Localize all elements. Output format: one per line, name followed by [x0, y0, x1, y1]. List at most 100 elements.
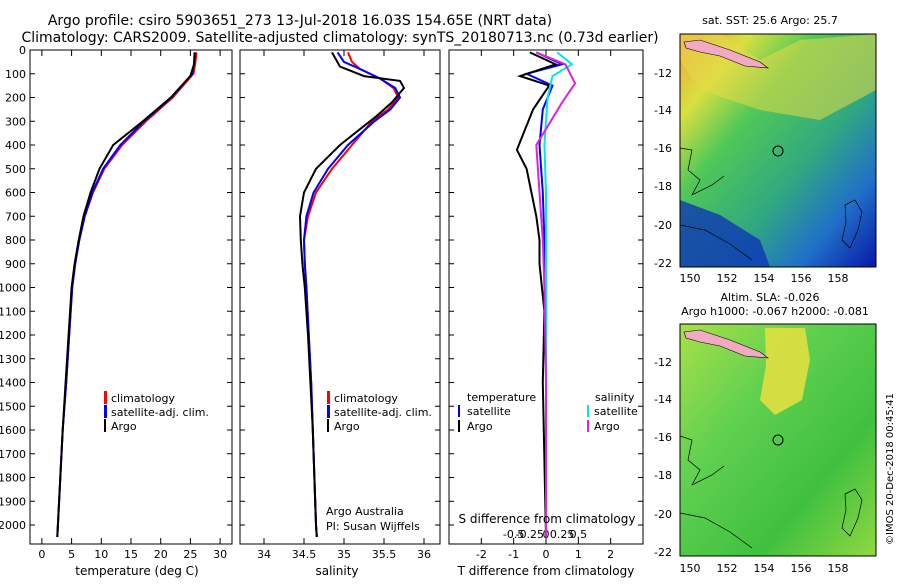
- imos-credit: ©IMOS 20-Dec-2018 00:45:41: [885, 393, 896, 545]
- diff-legend-t-satellite: satellite: [467, 405, 511, 418]
- sst-xtick: 152: [717, 272, 738, 285]
- title-line-1: Argo profile: csiro 5903651_273 13-Jul-2…: [48, 13, 552, 29]
- x-tick-label: 5: [68, 548, 75, 561]
- x-tick-label: 0: [38, 548, 45, 561]
- y-tick-label: 800: [5, 234, 26, 247]
- y-tick-label: 1300: [0, 353, 26, 366]
- sla-xtick: 154: [754, 562, 775, 575]
- diff-legend-swatch-t-argo: [458, 420, 460, 432]
- sst-xtick: 154: [754, 272, 775, 285]
- salinity-legend: climatology satellite-adj. clim. Argo: [327, 391, 432, 433]
- sst-cool-region: [680, 200, 770, 267]
- salinity-panel: 34 34.5 35 35.5 36 climatology satellite-adj…: [239, 49, 441, 578]
- y-tick-label: 1600: [0, 424, 26, 437]
- sla-map-xticks: 150 152 154 156 158: [680, 562, 849, 575]
- sst-map-frame: [679, 33, 877, 268]
- sla-xtick: 150: [680, 562, 701, 575]
- sal-legend-label-climatology: climatology: [334, 392, 398, 405]
- legend-swatch-satellite: [104, 405, 107, 418]
- sal-legend-label-argo: Argo: [334, 420, 360, 433]
- sla-land-png: [683, 329, 770, 359]
- sst-reef-contour: [679, 147, 753, 261]
- series-line-argo: [298, 51, 406, 537]
- legend-title-salinity: salinity: [595, 391, 635, 404]
- sla-high-region: [760, 328, 810, 415]
- sst-xtick: 156: [791, 272, 812, 285]
- diff-legend-swatch-s-argo: [587, 420, 589, 432]
- sst-xtick: 150: [680, 272, 701, 285]
- y-tick-label: 600: [5, 187, 26, 200]
- sal-legend-swatch-satellite: [327, 405, 330, 418]
- credit-pi: PI: Susan Wijffels: [326, 520, 420, 533]
- x-tick-label: 2: [607, 548, 614, 561]
- difference-panel: -2 -1 0 1 2-0.5-0.250 0.250.5 temperature sal…: [448, 49, 644, 578]
- y-tick-label: 1900: [0, 495, 26, 508]
- sst-reef-contour-east: [841, 199, 863, 249]
- y-tick-label: 900: [5, 258, 26, 271]
- x-tick-label: 10: [94, 548, 108, 561]
- sla-reef-contour: [679, 435, 753, 549]
- series-line-argo: [56, 52, 196, 537]
- series-line-climatology: [56, 52, 198, 537]
- sla-map-title-2: Argo h1000: -0.067 h2000: -0.081: [681, 305, 869, 318]
- sla-map-panel: Altim. SLA: -0.026 Argo h1000: -0.067 h2…: [654, 291, 877, 575]
- sla-argo-location-marker: [772, 434, 784, 446]
- y-tick-label: 1800: [0, 472, 26, 485]
- sla-map-title-1: Altim. SLA: -0.026: [720, 291, 819, 304]
- legend-label-satellite: satellite-adj. clim.: [111, 406, 209, 419]
- series-line-s-argo: [535, 51, 577, 537]
- y-tick-label: 1100: [0, 305, 26, 318]
- legend-label-argo: Argo: [111, 420, 137, 433]
- temperature-panel: 0 5 10 15 20 25 300100200300400500600700800900…: [0, 44, 233, 578]
- series-line-t-argo: [515, 51, 559, 537]
- sla-ytick: -22: [654, 546, 672, 559]
- sst-ytick: -12: [654, 67, 672, 80]
- title-line-2: Climatology: CARS2009. Satellite-adjuste…: [21, 30, 658, 46]
- s-tick-label: -0.25: [516, 528, 544, 541]
- series-line-satellite-adj-clim-: [56, 52, 197, 537]
- sst-map-yticks: -12 -14 -16 -18 -20 -22: [654, 67, 672, 270]
- sla-xtick: 152: [717, 562, 738, 575]
- t-difference-xlabel: T difference from climatology: [457, 564, 635, 578]
- y-tick-label: 1400: [0, 377, 26, 390]
- sst-land-png: [683, 39, 770, 69]
- x-tick-label: 25: [183, 548, 197, 561]
- sla-ytick: -18: [654, 469, 672, 482]
- difference-legend: temperature salinity satellite Argo sate…: [458, 391, 638, 433]
- y-tick-label: 400: [5, 139, 26, 152]
- sst-map-xticks: 150 152 154 156 158: [680, 272, 849, 285]
- x-tick-label: 30: [213, 548, 227, 561]
- y-tick-label: 0: [19, 44, 26, 57]
- sla-xtick: 156: [791, 562, 812, 575]
- diff-legend-t-argo: Argo: [467, 420, 493, 433]
- sst-map-panel: sat. SST: 25.6 Argo: 25.7 -12 -14 -16 -1…: [654, 14, 877, 285]
- diff-legend-s-satellite: satellite: [594, 405, 638, 418]
- temperature-legend: climatology satellite-adj. clim. Argo: [104, 391, 209, 433]
- y-tick-label: 300: [5, 115, 26, 128]
- credit-argo-australia: Argo Australia: [326, 505, 404, 518]
- x-tick-label: -2: [476, 548, 487, 561]
- y-tick-label: 2000: [0, 519, 26, 532]
- sla-reef-contour-east: [841, 488, 863, 537]
- legend-swatch-climatology: [104, 391, 107, 404]
- y-tick-label: 100: [5, 68, 26, 81]
- x-tick-label: 15: [124, 548, 138, 561]
- x-tick-label: 1: [575, 548, 582, 561]
- sst-ytick: -14: [654, 104, 672, 117]
- x-tick-label: 34.5: [292, 548, 317, 561]
- diff-legend-s-argo: Argo: [594, 420, 620, 433]
- diff-legend-swatch-t-satellite: [458, 405, 460, 417]
- sal-legend-swatch-argo: [327, 419, 329, 432]
- sla-ytick: -14: [654, 393, 672, 406]
- diff-legend-swatch-s-satellite: [587, 405, 589, 417]
- sal-legend-swatch-climatology: [327, 391, 330, 404]
- y-tick-label: 1200: [0, 329, 26, 342]
- sla-ytick: -20: [654, 508, 672, 521]
- s-tick-label: 0.25: [550, 528, 575, 541]
- series-line-climatology: [302, 52, 400, 537]
- y-tick-label: 700: [5, 210, 26, 223]
- x-tick-label: 36: [417, 548, 431, 561]
- sla-map-frame: [679, 323, 877, 557]
- x-tick-label: 20: [154, 548, 168, 561]
